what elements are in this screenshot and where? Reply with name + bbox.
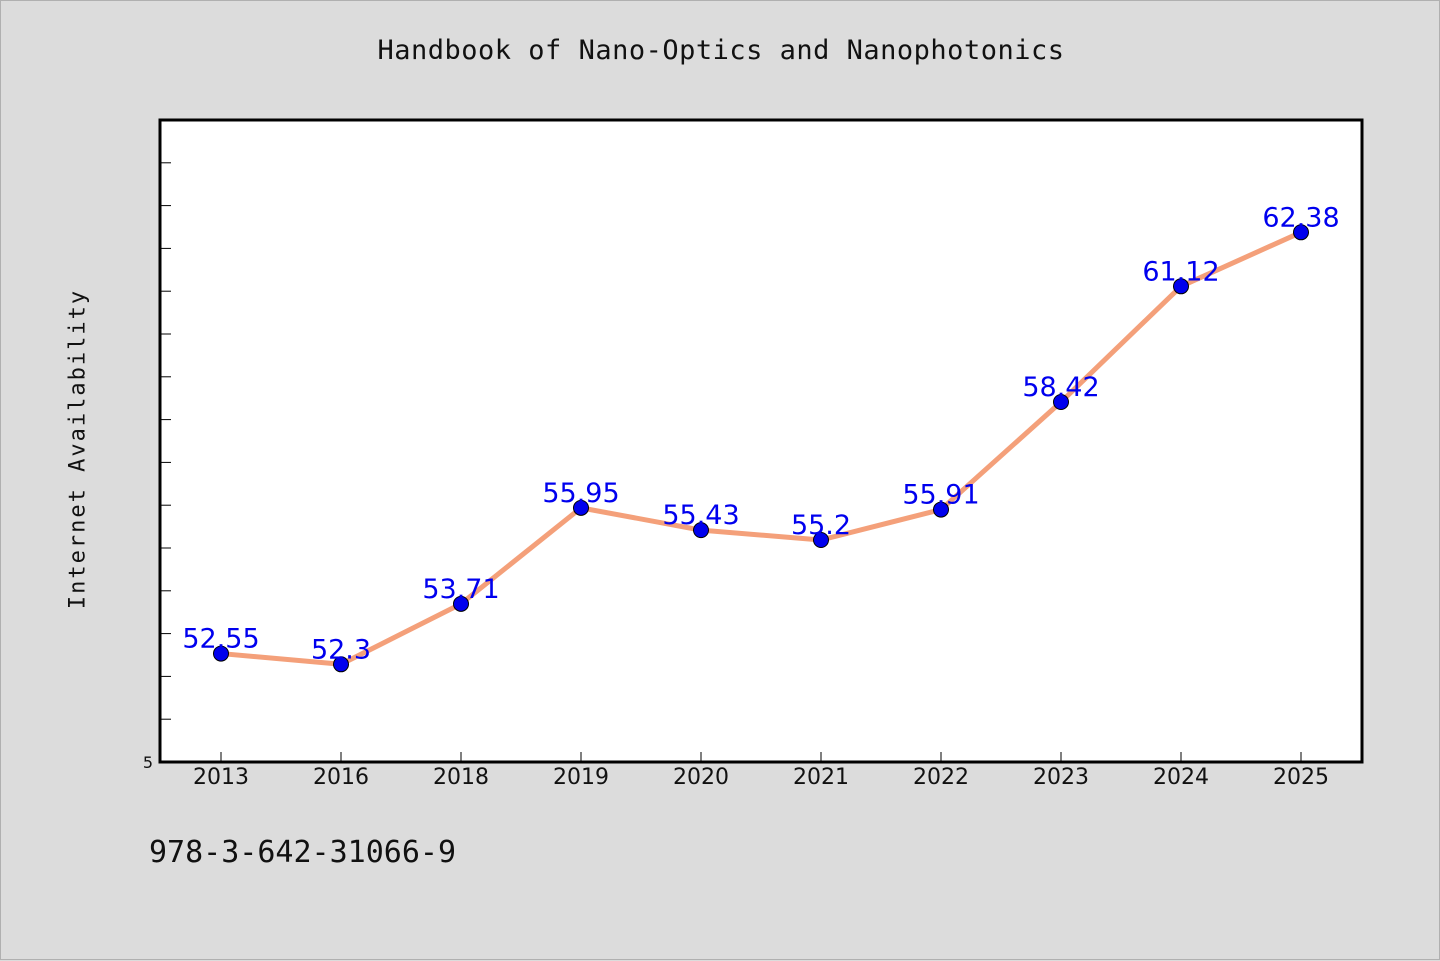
x-tick-label: 2020 [673, 765, 729, 790]
data-point [453, 595, 469, 612]
series-line [218, 229, 1304, 667]
chart-title: Handbook of Nano-Optics and Nanophotonic… [377, 35, 1065, 66]
data-point [1053, 394, 1069, 410]
data-labels: 52.55 52.3 53.71 55.95 55.43 55.2 55.91 58.42 61… [182, 202, 1339, 665]
x-tick-label: 2018 [433, 765, 489, 790]
x-tick-label: 2021 [793, 765, 849, 790]
data-point [813, 532, 829, 548]
data-point [933, 501, 949, 518]
data-label: 55.43 [662, 500, 739, 531]
x-tick-label: 2016 [313, 765, 369, 790]
x-tick-label: 2022 [913, 765, 969, 790]
data-label: 58.42 [1022, 372, 1099, 403]
data-point [573, 499, 589, 516]
data-point [1293, 224, 1309, 241]
x-tick-label: 2023 [1033, 765, 1089, 790]
y-axis-ticks: 5 [143, 162, 171, 772]
data-point [213, 645, 229, 662]
series-layer [213, 224, 1309, 673]
data-label: 55.2 [791, 510, 851, 541]
x-tick-label: 2013 [193, 765, 249, 790]
data-label: 55.95 [542, 478, 619, 509]
data-point [1173, 278, 1189, 295]
data-label: 52.3 [311, 634, 371, 665]
data-label: 55.91 [902, 480, 979, 511]
x-tick-label: 2024 [1153, 765, 1209, 790]
x-tick-label: 2025 [1273, 765, 1329, 790]
x-tick-label: 2019 [553, 765, 609, 790]
y-tick-label: 5 [143, 753, 153, 772]
data-label: 61.12 [1142, 256, 1219, 287]
data-label: 62.38 [1262, 202, 1339, 233]
data-point [333, 656, 349, 673]
x-axis-ticks: 2013 2016 2018 2019 2020 2021 2022 2023 2024 2025 [193, 752, 1329, 790]
data-label: 53.71 [422, 574, 499, 605]
data-point [693, 522, 709, 539]
data-label: 52.55 [182, 624, 259, 655]
isbn-code: 978-3-642-31066-9 [149, 835, 457, 870]
